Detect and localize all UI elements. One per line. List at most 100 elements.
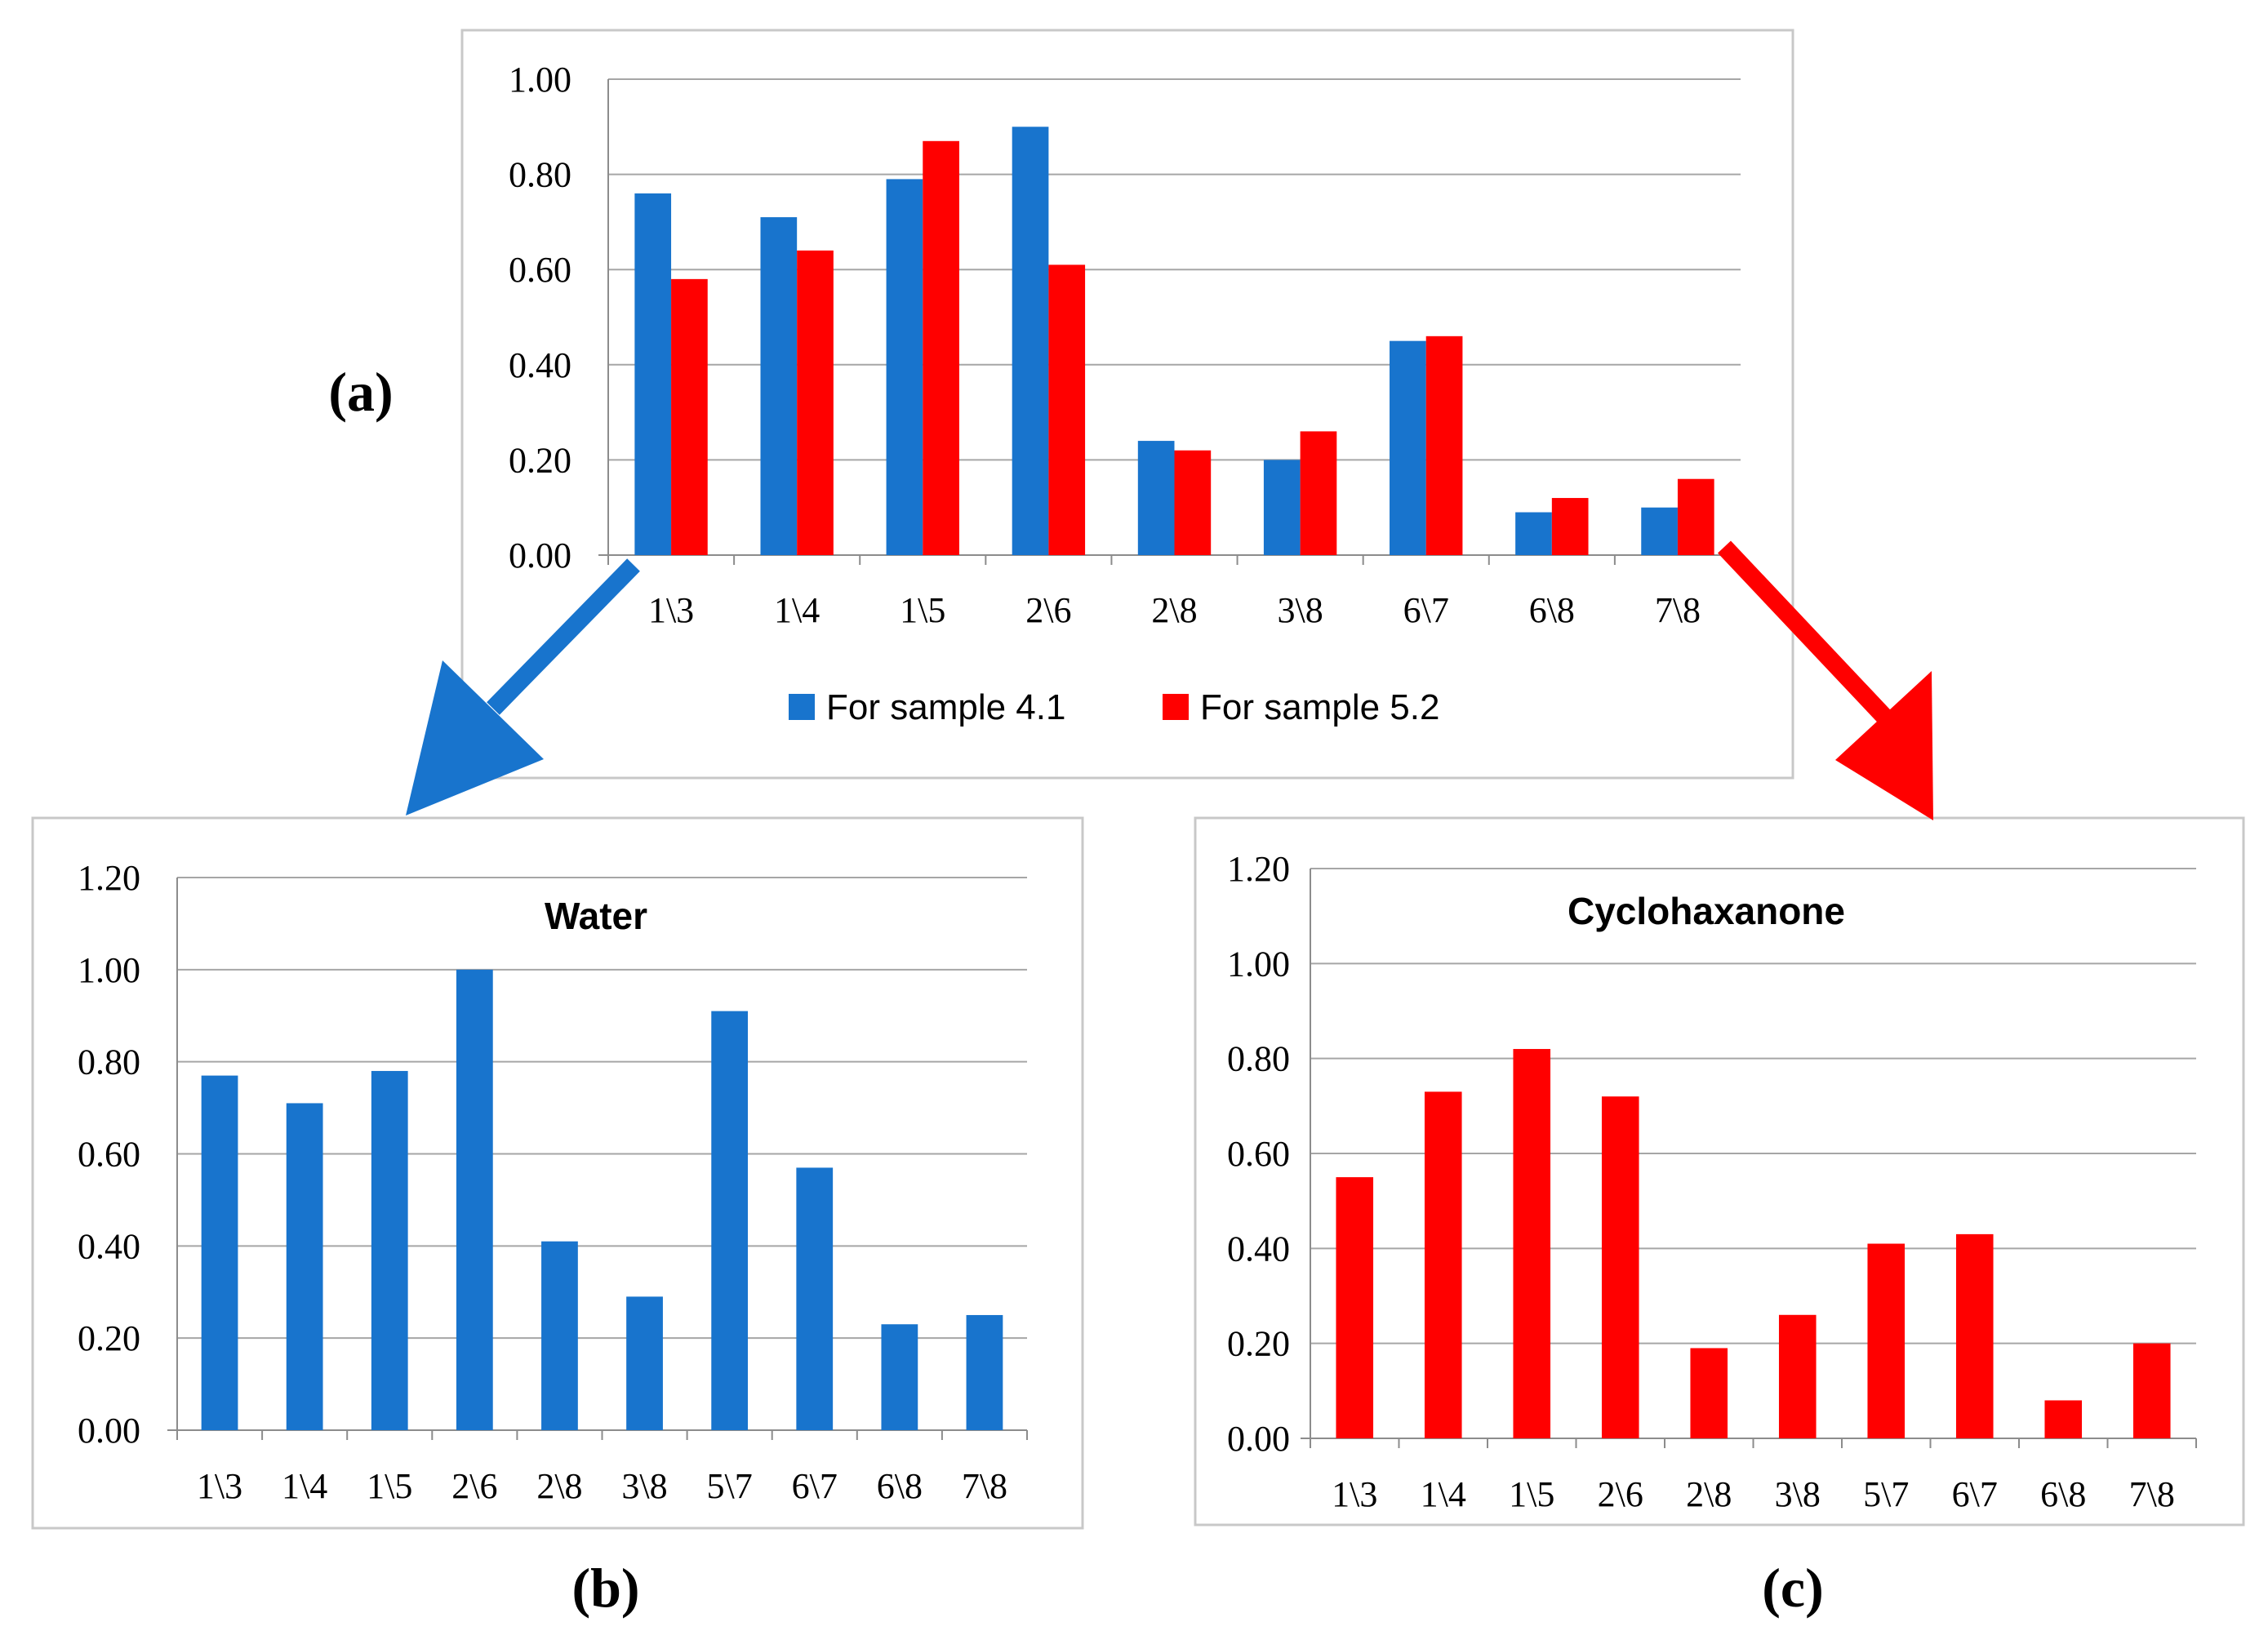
chart-a-bar-2-6 — [1300, 431, 1337, 555]
chart-c-bar-1-7 — [1867, 1243, 1906, 1438]
chart-a-xtick-label: 1\3 — [648, 590, 694, 630]
chart-a-bar-1-6 — [1263, 460, 1301, 555]
chart-a-ytick-label: 0.00 — [509, 536, 571, 576]
chart-b-xtick-label: 7\8 — [962, 1466, 1007, 1506]
legend-swatch-sample-5-2 — [1163, 694, 1189, 720]
panel-label-c: (c) — [1762, 1557, 1823, 1619]
chart-a-bar-1-1 — [634, 193, 672, 556]
chart-b-bar-1-5 — [541, 1241, 578, 1430]
chart-c-bar-1-5 — [1690, 1348, 1728, 1438]
chart-c-xtick-label: 6\8 — [2040, 1474, 2086, 1514]
chart-c-bar-1-8 — [1955, 1233, 1994, 1438]
chart-a-legend: For sample 4.1 For sample 5.2 — [789, 687, 1439, 727]
chart-a-xtick-label: 2\8 — [1151, 590, 1197, 630]
chart-b-bar-1-2 — [286, 1103, 323, 1430]
chart-a-xtick-label: 7\8 — [1655, 590, 1701, 630]
chart-c-xtick-label: 7\8 — [2129, 1474, 2175, 1514]
chart-a-xtick-label: 6\8 — [1529, 590, 1575, 630]
chart-c-bar-1-9 — [2044, 1400, 2083, 1438]
chart-b-xtick-label: 1\5 — [367, 1466, 412, 1506]
chart-b-ytick-label: 0.20 — [78, 1318, 140, 1358]
chart-b-xtick-label: 1\4 — [282, 1466, 327, 1506]
chart-b-ytick-label: 0.80 — [78, 1042, 140, 1082]
chart-b-ytick-label: 0.40 — [78, 1226, 140, 1266]
chart-b-xtick-label: 6\7 — [792, 1466, 838, 1506]
chart-b-xtick-label: 5\7 — [707, 1466, 753, 1506]
chart-c-bar-1-2 — [1424, 1091, 1462, 1438]
red-arrow-icon — [1717, 540, 1933, 820]
chart-a-xtick-label: 1\4 — [774, 590, 820, 630]
chart-c: 0.00 0.20 0.40 0.60 0.80 1.00 1.20 1\3 1\4 1\5 2\6… — [1227, 849, 2197, 1514]
chart-b-xtick-label: 1\3 — [197, 1466, 242, 1506]
chart-a-bar-1-9 — [1641, 507, 1678, 555]
panel-label-a: (a) — [328, 361, 393, 423]
chart-a-ytick-label: 0.80 — [509, 155, 571, 195]
chart-c-bar-1-1 — [1336, 1177, 1374, 1438]
chart-b-ytick-label: 0.60 — [78, 1135, 140, 1175]
blue-arrow-icon — [406, 558, 640, 816]
chart-c-xtick-label: 5\7 — [1863, 1474, 1909, 1514]
chart-a-ytick-label: 0.40 — [509, 345, 571, 385]
chart-a-bar-1-5 — [1137, 441, 1175, 555]
chart-c-bar-1-4 — [1601, 1096, 1639, 1438]
chart-b: 0.00 0.20 0.40 0.60 0.80 1.00 1.20 1\3 1\4 1\5 2\6… — [78, 858, 1028, 1506]
chart-a-bar-1-4 — [1012, 127, 1049, 556]
chart-a-ytick-label: 0.20 — [509, 440, 571, 480]
chart-a-bar-2-7 — [1425, 336, 1463, 555]
chart-b-ytick-label: 1.20 — [78, 858, 140, 898]
chart-c-xtick-label: 3\8 — [1775, 1474, 1821, 1514]
chart-a-bar-2-9 — [1677, 478, 1714, 555]
panel-label-b: (b) — [571, 1557, 639, 1619]
chart-c-xtick-label: 1\5 — [1509, 1474, 1554, 1514]
chart-c-ytick-label: 0.40 — [1227, 1229, 1290, 1269]
chart-b-xtick-label: 2\6 — [451, 1466, 497, 1506]
chart-a: 0.00 0.20 0.40 0.60 0.80 1.00 1\3 1\4 1\5 2\6 2\8 3… — [509, 60, 1741, 630]
legend-swatch-sample-4-1 — [789, 694, 815, 720]
chart-a-xtick-label: 3\8 — [1277, 590, 1323, 630]
chart-b-bar-1-4 — [456, 969, 493, 1430]
chart-a-bar-2-3 — [923, 140, 959, 556]
legend-label-sample-5-2: For sample 5.2 — [1200, 687, 1439, 727]
chart-c-xtick-label: 2\8 — [1686, 1474, 1732, 1514]
chart-a-bar-2-8 — [1551, 498, 1589, 555]
chart-c-bar-1-10 — [2132, 1343, 2171, 1438]
chart-a-bar-2-2 — [797, 250, 834, 555]
chart-a-ytick-label: 0.60 — [509, 250, 571, 290]
chart-b-bar-1-1 — [201, 1075, 238, 1430]
chart-c-xtick-label: 2\6 — [1598, 1474, 1643, 1514]
chart-b-bar-1-9 — [881, 1324, 918, 1430]
legend-label-sample-4-1: For sample 4.1 — [826, 687, 1065, 727]
chart-c-ytick-label: 0.80 — [1227, 1039, 1290, 1079]
chart-b-xtick-label: 3\8 — [621, 1466, 667, 1506]
chart-b-bar-1-6 — [626, 1296, 663, 1430]
chart-a-bar-1-7 — [1390, 340, 1426, 555]
chart-c-ytick-label: 1.00 — [1227, 944, 1290, 984]
chart-c-ytick-label: 0.20 — [1227, 1324, 1290, 1364]
chart-c-ytick-label: 0.00 — [1227, 1419, 1290, 1459]
chart-a-bar-1-3 — [886, 179, 923, 555]
chart-b-xtick-label: 2\8 — [536, 1466, 582, 1506]
chart-c-xtick-label: 1\3 — [1332, 1474, 1377, 1514]
chart-b-ytick-label: 1.00 — [78, 950, 140, 990]
chart-b-bar-1-8 — [796, 1167, 834, 1430]
chart-c-ytick-label: 1.20 — [1227, 849, 1290, 889]
chart-a-bar-2-4 — [1048, 264, 1086, 555]
chart-a-ytick-label: 1.00 — [509, 60, 571, 100]
chart-b-ytick-label: 0.00 — [78, 1411, 140, 1451]
chart-c-bar-1-6 — [1778, 1314, 1817, 1438]
chart-a-bar-2-5 — [1174, 450, 1212, 555]
chart-c-bar-1-3 — [1513, 1049, 1551, 1438]
chart-a-xtick-label: 2\6 — [1025, 590, 1071, 630]
chart-a-xtick-label: 6\7 — [1403, 590, 1449, 630]
chart-a-bar-2-1 — [671, 278, 708, 555]
chart-a-xtick-label: 1\5 — [900, 590, 945, 630]
chart-c-xtick-label: 6\7 — [1952, 1474, 1998, 1514]
chart-c-title: Cyclohaxanone — [1568, 890, 1845, 932]
chart-a-bar-1-2 — [760, 217, 798, 555]
chart-c-xtick-label: 1\4 — [1421, 1474, 1466, 1514]
chart-b-bar-1-3 — [371, 1070, 408, 1430]
chart-c-ytick-label: 0.60 — [1227, 1134, 1290, 1174]
chart-b-bar-1-10 — [966, 1314, 1003, 1430]
chart-b-bar-1-7 — [711, 1011, 749, 1430]
